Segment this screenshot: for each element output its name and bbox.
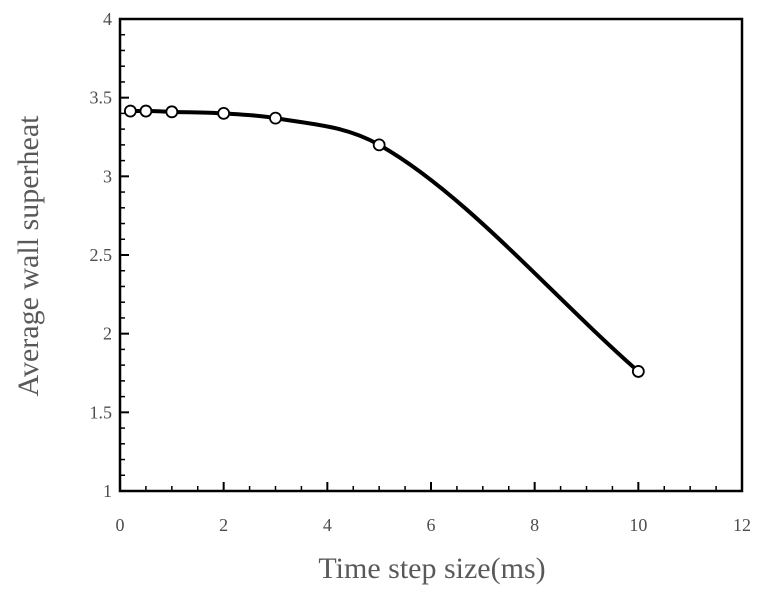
- axis-ticks: [119, 18, 743, 492]
- x-tick-label: 10: [629, 515, 647, 535]
- y-tick-label: 2: [103, 324, 112, 344]
- data-point: [123, 104, 137, 118]
- y-tick-label: 2.5: [90, 245, 113, 265]
- data-point: [269, 111, 282, 125]
- y-tick-label: 4: [103, 9, 112, 29]
- data-point: [631, 365, 645, 378]
- x-axis-title: Time step size(ms): [318, 552, 545, 585]
- axis-tick-labels: 0 2 4 6 8 10 12 1 1.5 2 2.5 3 3.5 4: [90, 9, 752, 535]
- y-axis-title: Average wall superheat: [12, 115, 45, 397]
- y-tick-label: 1.5: [90, 402, 113, 422]
- data-point: [217, 107, 231, 120]
- y-tick-label: 1: [103, 481, 112, 501]
- x-tick-label: 4: [323, 515, 332, 535]
- x-tick-label: 8: [530, 515, 539, 535]
- data-point: [372, 138, 386, 152]
- y-tick-label: 3.5: [90, 88, 113, 108]
- x-tick-label: 0: [116, 515, 125, 535]
- plot-area: [118, 17, 744, 493]
- data-point: [165, 105, 179, 119]
- x-tick-label: 2: [219, 515, 228, 535]
- y-tick-label: 3: [103, 166, 112, 186]
- data-point: [139, 104, 153, 118]
- x-tick-label: 6: [427, 515, 436, 535]
- series-markers: [123, 104, 645, 378]
- x-tick-label: 12: [733, 515, 751, 535]
